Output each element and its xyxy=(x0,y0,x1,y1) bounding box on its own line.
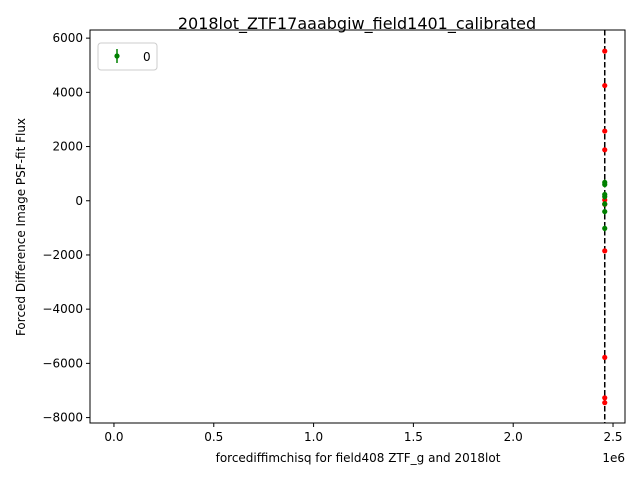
data-point-red xyxy=(602,395,608,401)
y-tick-label: 4000 xyxy=(52,85,83,99)
data-point-green xyxy=(602,179,608,185)
x-tick-label: 2.0 xyxy=(504,430,523,444)
x-tick-label: 0.0 xyxy=(104,430,123,444)
data-point-red xyxy=(602,48,608,54)
legend: 0 xyxy=(97,42,158,71)
y-tick-label: 2000 xyxy=(52,140,83,154)
legend-marker-icon xyxy=(114,53,120,59)
x-tick-label: 1.0 xyxy=(304,430,323,444)
data-point-green xyxy=(602,208,608,215)
y-axis-label: Forced Difference Image PSF-fit Flux xyxy=(14,118,28,336)
data-point-red xyxy=(602,248,608,254)
legend-label: 0 xyxy=(143,50,151,64)
data-point-red xyxy=(602,82,608,89)
y-tick-label: −4000 xyxy=(42,302,83,316)
y-tick-label: −8000 xyxy=(42,411,83,425)
x-tick-label: 1.5 xyxy=(404,430,423,444)
data-point-green xyxy=(602,225,608,231)
y-tick-label: 6000 xyxy=(52,31,83,45)
y-tick-label: −2000 xyxy=(42,248,83,262)
plot-frame xyxy=(89,29,626,424)
x-tick-label: 2.5 xyxy=(603,430,622,444)
data-point-red xyxy=(602,147,608,153)
y-tick-label: 0 xyxy=(75,194,83,208)
data-point-red xyxy=(602,400,608,406)
plot-area xyxy=(602,30,608,423)
y-axis: −8000 −6000 −4000 −2000 0 2000 4000 6000 xyxy=(42,31,90,425)
x-axis-offset-label: 1e6 xyxy=(602,451,625,465)
data-point-red xyxy=(602,354,608,361)
data-point-red xyxy=(602,128,608,134)
x-tick-label: 0.5 xyxy=(204,430,223,444)
data-point-green xyxy=(602,194,608,200)
legend-box xyxy=(97,42,158,71)
x-axis: 0.0 0.5 1.0 1.5 2.0 2.5 xyxy=(104,423,623,444)
y-tick-label: −6000 xyxy=(42,356,83,370)
chart-title: 2018lot_ZTF17aaabgiw_field1401_calibrate… xyxy=(178,14,536,34)
x-axis-label: forcediffimchisq for field408 ZTF_g and … xyxy=(216,451,501,465)
data-point-green xyxy=(602,201,608,207)
